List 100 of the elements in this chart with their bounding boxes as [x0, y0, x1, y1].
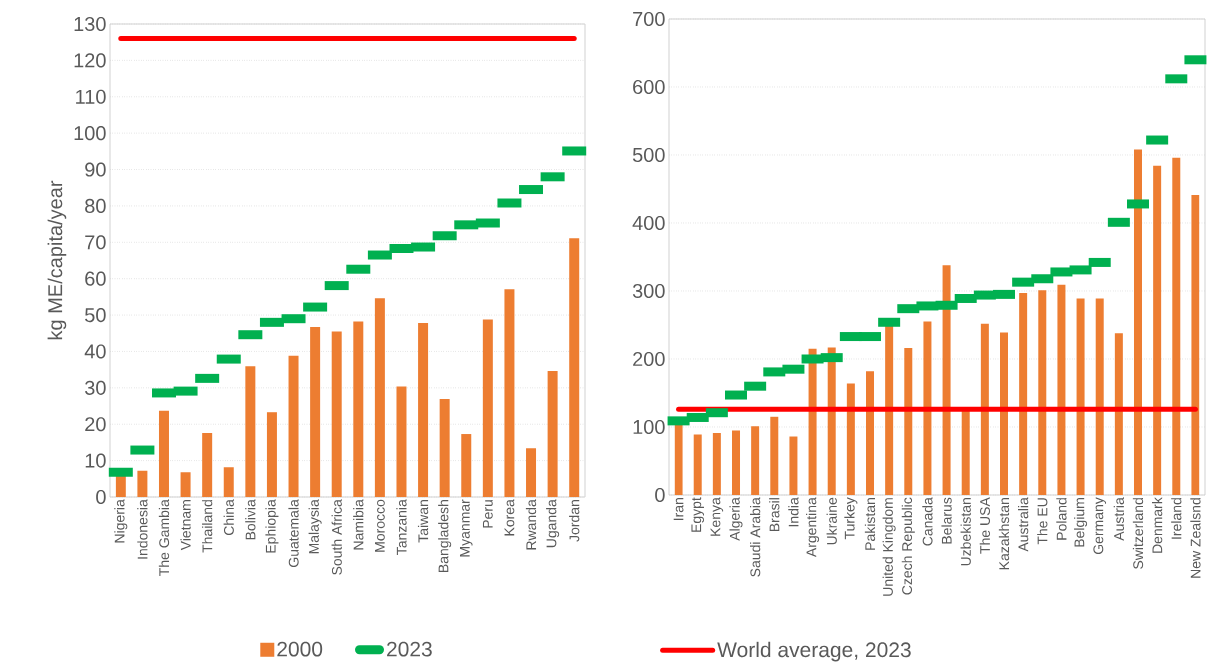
bar — [418, 323, 429, 497]
bar — [202, 432, 213, 497]
y-tick-label: 20 — [85, 417, 106, 432]
x-tick-label: Bangladesh — [438, 500, 452, 572]
x-tick-label: New Zealsnd — [1190, 498, 1201, 578]
x-tick-label: Poland — [1056, 498, 1067, 540]
bar — [693, 434, 702, 495]
x-tick-label: South Africa — [331, 499, 342, 575]
bar — [115, 475, 126, 497]
bar — [223, 467, 234, 497]
x-tick-label: Peru — [482, 500, 493, 528]
x-tick-label: United Kingdom — [882, 498, 896, 596]
y-tick-label: 500 — [632, 147, 665, 163]
legend-label: World average, 2023 — [717, 641, 911, 662]
x-tick-label: Ireland — [1171, 498, 1182, 539]
bar — [712, 433, 721, 495]
bar — [266, 412, 277, 497]
bar — [482, 319, 493, 497]
bar — [1076, 298, 1085, 495]
legend-label: 2000 — [277, 641, 323, 657]
y-tick-label: 30 — [85, 380, 106, 395]
x-tick-label: Canada — [922, 497, 933, 546]
bar — [310, 327, 321, 497]
x-tick-label: Thailand — [202, 500, 213, 553]
bar — [461, 434, 472, 497]
bar — [732, 430, 741, 495]
x-tick-label: Belgium — [1074, 498, 1088, 547]
y-tick-label: 10 — [85, 453, 106, 468]
bar — [789, 436, 798, 495]
y-axis-title: kg ME/capita/year — [47, 180, 67, 340]
x-tick-label: China — [223, 499, 234, 536]
x-tick-label: Malaysia — [308, 499, 322, 554]
y-tick-label: 100 — [633, 419, 665, 435]
x-tick-label: Rwanda — [525, 499, 537, 550]
x-tick-label: Myanmar — [459, 499, 473, 557]
bar — [1095, 298, 1104, 495]
y-tick-label: 0 — [655, 487, 665, 503]
y-tick-label: 400 — [632, 215, 665, 231]
bar — [1134, 149, 1142, 495]
x-tick-label: Uganda — [546, 499, 560, 548]
bar — [1038, 290, 1047, 495]
bar — [353, 321, 364, 497]
bar — [374, 298, 385, 497]
y-tick-label: 100 — [74, 126, 106, 141]
y-tick-label: 90 — [85, 162, 106, 177]
y-tick-label: 130 — [74, 16, 106, 32]
y-tick-label: 70 — [85, 235, 106, 250]
bar — [396, 386, 407, 497]
bar — [547, 371, 558, 497]
bar — [439, 399, 450, 497]
x-tick-label: Brasil — [769, 498, 780, 532]
bar — [674, 422, 683, 495]
x-tick-label: The EU — [1037, 498, 1048, 545]
y-tick-label: 110 — [76, 89, 106, 104]
bar — [158, 410, 169, 497]
x-tick-label: Germany — [1093, 497, 1107, 555]
bar — [1114, 333, 1123, 495]
bar — [885, 324, 894, 495]
bar — [751, 426, 760, 495]
x-tick-label: India — [788, 497, 799, 527]
x-tick-label: Belarus — [941, 497, 952, 544]
bar — [526, 448, 537, 497]
x-tick-label: Vietnam — [180, 500, 191, 551]
bar — [1000, 332, 1008, 495]
x-tick-label: Tanzania — [396, 499, 407, 555]
bar — [1019, 293, 1028, 495]
bar — [569, 238, 580, 497]
bar — [770, 416, 779, 495]
x-tick-label: Jordan — [569, 500, 580, 542]
bar — [866, 371, 874, 495]
x-tick-label: Namibia — [353, 499, 364, 550]
x-tick-label: Uzbekistan — [960, 498, 971, 566]
x-tick-label: Saudi Arabia — [750, 497, 761, 577]
y-tick-label: 600 — [633, 79, 665, 95]
bar — [288, 355, 299, 497]
bar — [942, 265, 951, 495]
bar — [245, 366, 256, 497]
x-tick-label: The USA — [979, 497, 990, 554]
bar — [1172, 157, 1181, 495]
x-tick-label: Algeria — [729, 497, 743, 541]
x-tick-label: Turkey — [844, 497, 858, 540]
x-tick-label: Australia — [1018, 497, 1029, 552]
x-tick-label: Austria — [1113, 497, 1124, 541]
y-tick-label: 40 — [84, 344, 106, 359]
x-tick-label: Korea — [504, 499, 515, 536]
y-tick-label: 300 — [632, 283, 665, 299]
bar — [1153, 165, 1162, 495]
bar — [980, 323, 989, 495]
y-tick-label: 120 — [74, 53, 106, 68]
legend-label: 2023 — [387, 641, 432, 657]
x-tick-label: Taiwan — [417, 500, 429, 543]
y-tick-label: 200 — [633, 351, 665, 367]
x-tick-label: Denmark — [1152, 497, 1163, 553]
bar — [904, 348, 913, 495]
x-tick-label: Guatemala — [288, 499, 299, 567]
bar — [827, 347, 836, 495]
bar — [137, 470, 148, 497]
x-tick-label: Switzerland — [1132, 498, 1144, 569]
x-tick-label: Argentina — [806, 497, 820, 558]
x-tick-label: Indonesia — [137, 499, 148, 559]
